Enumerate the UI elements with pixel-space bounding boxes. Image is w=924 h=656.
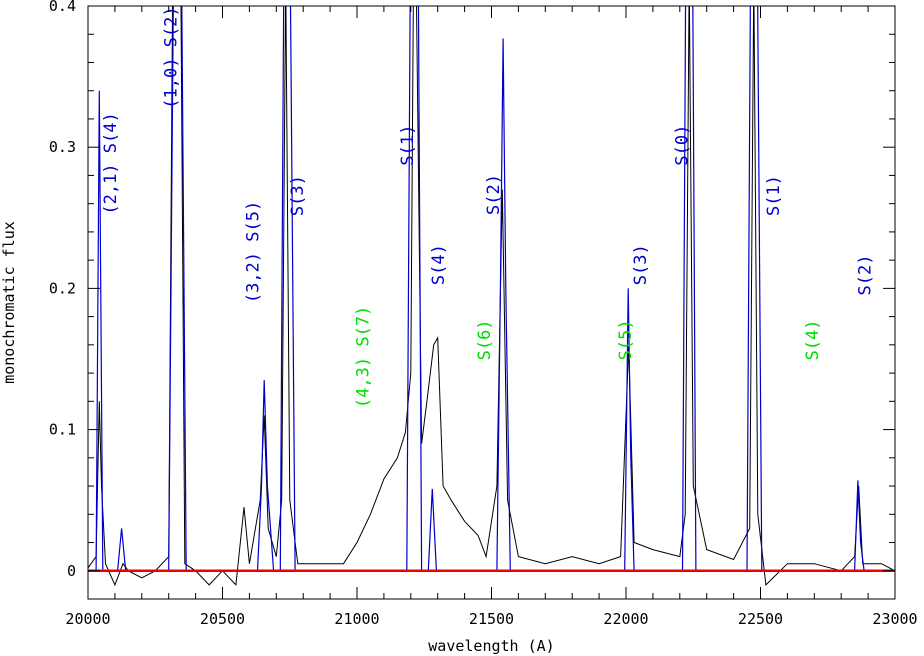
x-tick-label: 20500 (200, 610, 245, 628)
emission-line-label: (1,0) S(2) (161, 6, 181, 108)
y-tick-label: 0 (67, 562, 76, 580)
emission-line-label: S(6) (475, 319, 495, 360)
plot-frame (87, 5, 896, 600)
axis-ticks: 20000 20500 21000 21500 22000 22500 23000 0 0.1 0… (49, 0, 918, 628)
observed-spectrum-line (88, 6, 895, 587)
emission-line-label: S(2) (484, 174, 504, 215)
emission-line-label: S(1) (764, 175, 784, 216)
x-tick-label: 22500 (738, 610, 783, 628)
emission-line-label: S(4) (429, 244, 449, 285)
emission-line-label: S(2) (855, 255, 875, 296)
x-tick-label: 20000 (65, 610, 110, 628)
model-spectrum-line (88, 6, 895, 572)
series-layer (88, 6, 895, 587)
emission-line-label: (3,2) S(5) (243, 201, 263, 303)
emission-line-label: S(0) (672, 125, 692, 166)
emission-line-label: S(1) (398, 125, 418, 166)
x-axis-title: wavelength (A) (428, 637, 554, 655)
emission-line-label: (4,3) S(7) (354, 306, 374, 408)
line-labels: (2,1) S(4) (1,0) S(2) (3,2) S(5) S(3) S(1) S(… (101, 6, 875, 408)
y-tick-label: 0.3 (49, 138, 76, 156)
x-tick-label: 23000 (872, 610, 917, 628)
y-tick-label: 0.4 (49, 0, 76, 15)
emission-line-label: S(5) (616, 319, 636, 360)
x-tick-label: 21000 (334, 610, 379, 628)
y-tick-label: 0.1 (49, 421, 76, 439)
emission-line-label: (2,1) S(4) (101, 112, 121, 214)
y-tick-label: 0.2 (49, 279, 76, 297)
emission-line-label: S(4) (803, 319, 823, 360)
x-tick-label: 21500 (469, 610, 514, 628)
y-axis-title: monochromatic flux (0, 221, 18, 384)
x-tick-label: 22000 (603, 610, 648, 628)
emission-line-label: S(3) (288, 175, 308, 216)
emission-line-label: S(3) (631, 244, 651, 285)
